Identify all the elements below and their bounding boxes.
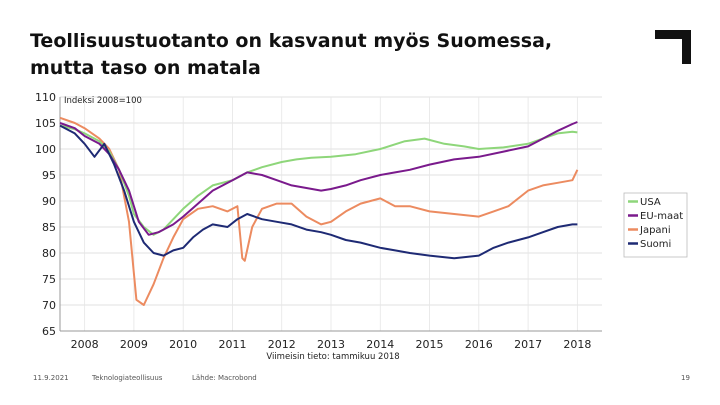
x-tick-label: 2012 xyxy=(268,338,296,351)
latest-data-note: Viimeisin tieto: tammikuu 2018 xyxy=(266,352,399,362)
y-tick-label: 95 xyxy=(42,169,56,182)
y-tick-label: 70 xyxy=(42,299,56,312)
x-tick-label: 2013 xyxy=(317,338,345,351)
x-tick-label: 2014 xyxy=(366,338,394,351)
y-tick-label: 100 xyxy=(35,143,56,156)
y-tick-label: 90 xyxy=(42,195,56,208)
x-tick-label: 2011 xyxy=(218,338,246,351)
slide-title-line-2: mutta taso on matala xyxy=(30,57,261,79)
x-tick-label: 2015 xyxy=(416,338,444,351)
x-tick-label: 2008 xyxy=(71,338,99,351)
legend-label-japani: Japani xyxy=(639,225,671,236)
legend-label-usa: USA xyxy=(640,197,661,208)
footer-page-number: 19 xyxy=(681,374,690,382)
x-tick-label: 2018 xyxy=(563,338,591,351)
footer-date: 11.9.2021 xyxy=(33,374,69,382)
y-tick-label: 110 xyxy=(35,91,56,104)
y-tick-label: 85 xyxy=(42,221,56,234)
series-line-usa xyxy=(59,124,578,236)
corner-bracket-icon xyxy=(655,30,691,64)
x-tick-label: 2010 xyxy=(169,338,197,351)
y-tick-label: 75 xyxy=(42,273,56,286)
x-tick-label: 2017 xyxy=(514,338,542,351)
slide-title-line-1: Teollisuustuotanto on kasvanut myös Suom… xyxy=(30,30,553,52)
slide-title: Teollisuustuotanto on kasvanut myös Suom… xyxy=(30,28,630,82)
x-tick-label: 2016 xyxy=(465,338,493,351)
y-tick-label: 105 xyxy=(35,117,56,130)
y-tick-label: 65 xyxy=(42,325,56,338)
series-line-suomi xyxy=(59,124,578,260)
x-tick-label: 2009 xyxy=(120,338,148,351)
y-tick-label: 80 xyxy=(42,247,56,260)
footer-source: Lähde: Macrobond xyxy=(192,374,257,382)
series-line-japani xyxy=(59,116,579,306)
legend-label-suomi: Suomi xyxy=(640,239,671,250)
footer-organization: Teknologiateollisuus xyxy=(92,374,163,382)
series-line-eu-maat xyxy=(59,121,578,236)
legend-label-eu-maat: EU-maat xyxy=(640,211,683,222)
index-label: Indeksi 2008=100 xyxy=(64,96,142,106)
legend-box xyxy=(623,192,688,258)
